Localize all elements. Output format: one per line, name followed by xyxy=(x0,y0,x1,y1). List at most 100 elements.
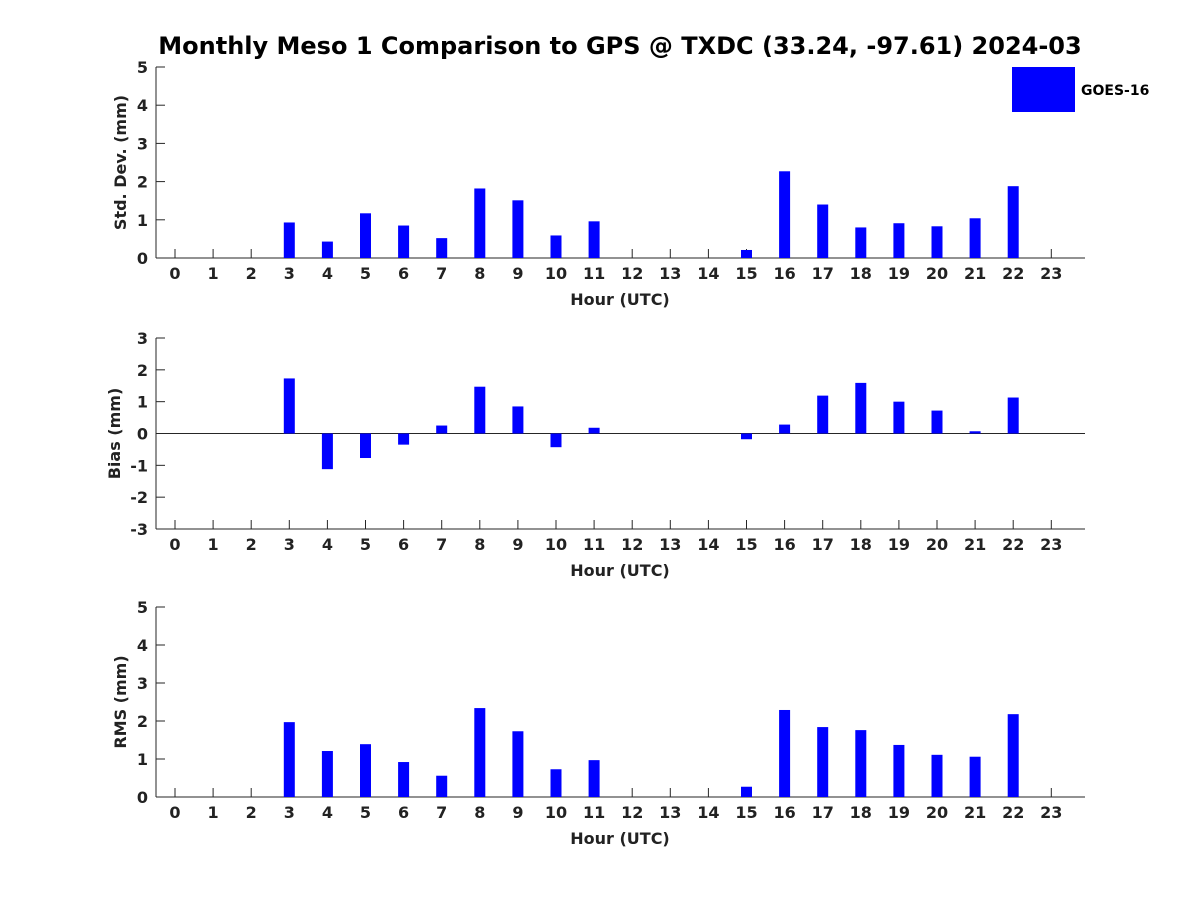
bias-x-tick-label: 17 xyxy=(812,535,834,554)
rms-x-tick-label: 5 xyxy=(360,803,371,822)
rms-x-tick-label: 8 xyxy=(474,803,485,822)
stddev-x-tick-label: 13 xyxy=(659,264,681,283)
bias-x-tick-label: 5 xyxy=(360,535,371,554)
rms-x-tick-label: 12 xyxy=(621,803,643,822)
rms-bar-hour-5 xyxy=(360,744,371,797)
bias-x-tick-label: 10 xyxy=(545,535,567,554)
bias-y-tick-label: -3 xyxy=(130,520,148,539)
bias-x-tick-label: 0 xyxy=(169,535,180,554)
bias-bar-hour-4 xyxy=(321,433,333,470)
bias-bar-hour-3 xyxy=(283,378,295,434)
bias-x-tick-label: 21 xyxy=(964,535,986,554)
stddev-y-tick-label: 5 xyxy=(137,58,148,77)
stddev-x-tick-label: 11 xyxy=(583,264,605,283)
stddev-x-tick-label: 15 xyxy=(735,264,757,283)
stddev-x-tick-label: 17 xyxy=(812,264,834,283)
stddev-bar-hour-18 xyxy=(855,227,867,258)
rms-bar-hour-22 xyxy=(1007,714,1019,797)
rms-x-axis-label: Hour (UTC) xyxy=(570,829,670,848)
legend-swatch-goes-16 xyxy=(1012,67,1075,112)
rms-x-tick-label: 17 xyxy=(812,803,834,822)
bias-x-axis-label: Hour (UTC) xyxy=(570,561,670,580)
stddev-bar-hour-15 xyxy=(741,249,752,258)
stddev-bar-hour-11 xyxy=(588,221,600,258)
stddev-y-tick-label: 3 xyxy=(137,134,148,153)
rms-x-tick-label: 3 xyxy=(284,803,295,822)
bias-x-tick-label: 11 xyxy=(583,535,605,554)
bias-bar-hour-16 xyxy=(779,424,791,434)
bias-x-tick-label: 18 xyxy=(850,535,872,554)
bias-x-tick-label: 15 xyxy=(735,535,757,554)
rms-bar-hour-18 xyxy=(855,730,867,797)
rms-x-tick-label: 13 xyxy=(659,803,681,822)
bias-bar-hour-9 xyxy=(512,406,524,434)
bias-x-tick-label: 14 xyxy=(697,535,719,554)
bias-bar-hour-19 xyxy=(893,401,905,434)
chart-title: Monthly Meso 1 Comparison to GPS @ TXDC … xyxy=(158,32,1081,60)
stddev-x-tick-label: 5 xyxy=(360,264,371,283)
rms-x-tick-label: 0 xyxy=(169,803,180,822)
bias-y-tick-label: 3 xyxy=(137,329,148,348)
rms-x-tick-label: 19 xyxy=(888,803,910,822)
stddev-bar-hour-7 xyxy=(436,238,448,258)
bias-bar-hour-22 xyxy=(1007,397,1019,434)
bias-x-tick-label: 22 xyxy=(1002,535,1024,554)
stddev-y-tick-label: 2 xyxy=(137,173,148,192)
stddev-x-tick-label: 2 xyxy=(246,264,257,283)
bias-bar-hour-10 xyxy=(550,433,562,448)
rms-x-tick-label: 15 xyxy=(735,803,757,822)
stddev-x-tick-label: 20 xyxy=(926,264,948,283)
rms-x-tick-label: 10 xyxy=(545,803,567,822)
rms-y-tick-label: 0 xyxy=(137,788,148,807)
rms-x-tick-label: 9 xyxy=(512,803,523,822)
rms-bar-hour-8 xyxy=(474,708,486,797)
rms-y-tick-label: 5 xyxy=(137,598,148,617)
bias-x-tick-label: 6 xyxy=(398,535,409,554)
bias-x-tick-label: 16 xyxy=(773,535,795,554)
bias-bar-hour-17 xyxy=(817,395,829,434)
rms-x-tick-label: 14 xyxy=(697,803,719,822)
rms-y-tick-label: 4 xyxy=(137,636,148,655)
stddev-x-tick-label: 12 xyxy=(621,264,643,283)
rms-bar-hour-20 xyxy=(931,754,943,797)
rms-bar-hour-19 xyxy=(893,744,905,797)
rms-y-tick-label: 2 xyxy=(137,712,148,731)
stddev-x-axis-label: Hour (UTC) xyxy=(570,290,670,309)
rms-x-tick-label: 7 xyxy=(436,803,447,822)
rms-bar-hour-6 xyxy=(398,762,410,797)
bias-bar-hour-21 xyxy=(969,431,981,434)
stddev-y-tick-label: 1 xyxy=(137,211,148,230)
rms-bar-hour-11 xyxy=(588,760,600,797)
bias-x-tick-label: 23 xyxy=(1040,535,1062,554)
bias-y-tick-label: 1 xyxy=(137,393,148,412)
stddev-bar-hour-20 xyxy=(931,226,943,258)
rms-y-tick-label: 1 xyxy=(137,750,148,769)
stddev-x-tick-label: 8 xyxy=(474,264,485,283)
bias-x-tick-label: 8 xyxy=(474,535,485,554)
bias-x-tick-label: 12 xyxy=(621,535,643,554)
stddev-x-tick-label: 7 xyxy=(436,264,447,283)
rms-x-tick-label: 1 xyxy=(208,803,219,822)
bias-x-tick-label: 9 xyxy=(512,535,523,554)
rms-bar-hour-16 xyxy=(779,709,791,797)
bias-x-tick-label: 7 xyxy=(436,535,447,554)
stddev-x-tick-label: 22 xyxy=(1002,264,1024,283)
bias-bar-hour-18 xyxy=(855,382,867,434)
stddev-bar-hour-5 xyxy=(360,213,371,258)
stddev-bar-hour-10 xyxy=(550,235,562,258)
stddev-bar-hour-21 xyxy=(969,218,981,258)
stddev-bar-hour-6 xyxy=(398,225,410,258)
stddev-x-tick-label: 6 xyxy=(398,264,409,283)
rms-x-tick-label: 16 xyxy=(773,803,795,822)
rms-x-tick-label: 22 xyxy=(1002,803,1024,822)
stddev-x-tick-label: 0 xyxy=(169,264,180,283)
rms-x-tick-label: 2 xyxy=(246,803,257,822)
bias-y-tick-label: 0 xyxy=(137,425,148,444)
rms-bar-hour-21 xyxy=(969,756,981,797)
bias-bar-hour-11 xyxy=(588,427,600,434)
legend-label: GOES-16 xyxy=(1081,83,1149,99)
stddev-x-tick-label: 16 xyxy=(773,264,795,283)
stddev-x-tick-label: 18 xyxy=(850,264,872,283)
stddev-bar-hour-9 xyxy=(512,200,524,258)
